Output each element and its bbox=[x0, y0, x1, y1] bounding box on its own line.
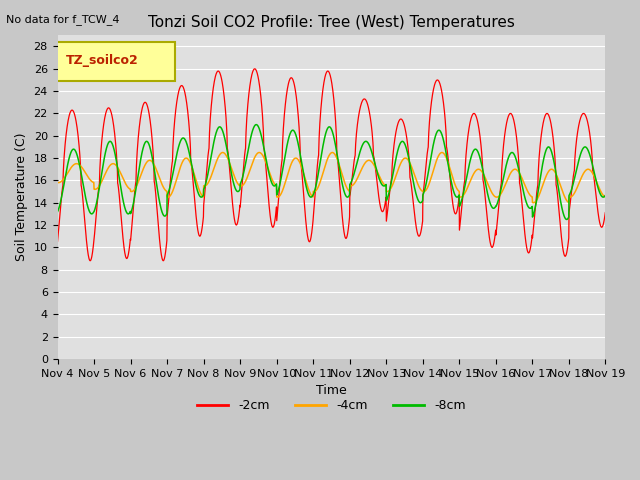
Text: No data for f_TCW_4: No data for f_TCW_4 bbox=[6, 14, 120, 25]
Title: Tonzi Soil CO2 Profile: Tree (West) Temperatures: Tonzi Soil CO2 Profile: Tree (West) Temp… bbox=[148, 15, 515, 30]
Text: TZ_soilco2: TZ_soilco2 bbox=[66, 54, 138, 67]
Legend: -2cm, -4cm, -8cm: -2cm, -4cm, -8cm bbox=[192, 395, 470, 418]
X-axis label: Time: Time bbox=[316, 384, 347, 397]
FancyBboxPatch shape bbox=[55, 42, 175, 81]
Y-axis label: Soil Temperature (C): Soil Temperature (C) bbox=[15, 133, 28, 262]
